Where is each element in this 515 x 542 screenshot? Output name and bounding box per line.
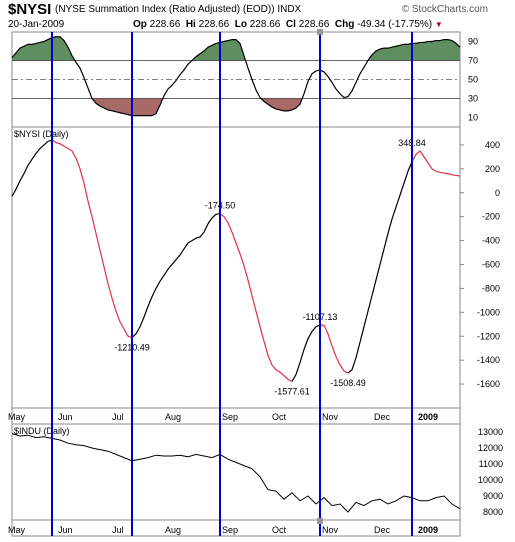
month-label: 2009 xyxy=(418,525,438,535)
oscillator-line xyxy=(11,36,461,117)
quote-date: 20-Jan-2009 xyxy=(8,19,65,30)
x-axis-strip-bottom xyxy=(11,519,461,537)
month-label: Aug xyxy=(165,412,181,422)
month-label: Jul xyxy=(112,412,124,422)
month-label: Jul xyxy=(112,525,124,535)
marker-handle-bottom xyxy=(317,518,323,524)
indu-tick-label: 8000 xyxy=(483,507,503,517)
symbol-description: (NYSE Summation Index (Ratio Adjusted) (… xyxy=(55,4,302,15)
annotation-label: -1577.61 xyxy=(274,386,310,396)
indu-line xyxy=(11,433,461,513)
osc-tick-label: 70 xyxy=(468,56,478,66)
indu-tick-label: 11000 xyxy=(479,459,503,469)
month-label: 2009 xyxy=(418,412,438,422)
x-axis-strip-main xyxy=(11,407,461,425)
indu-tick-label: 13000 xyxy=(478,427,503,437)
symbol-title: $NYSI xyxy=(8,1,52,18)
month-label: May xyxy=(8,412,26,422)
nysi-tick-label: 0 xyxy=(495,188,500,198)
annotation-bg xyxy=(268,385,316,397)
nysi-tick-label: -800 xyxy=(482,283,500,293)
month-label: Sep xyxy=(222,525,238,535)
month-label: Nov xyxy=(322,525,339,535)
quote-values: Op 228.66 Hi 228.66 Lo 228.66 Cl 228.66 … xyxy=(133,19,443,30)
nysi-line-segment xyxy=(411,150,461,177)
panel-label-indu: $INDU (Daily) xyxy=(14,426,70,436)
oversold-fill xyxy=(12,98,460,116)
panel-frame-2 xyxy=(11,423,461,521)
osc-tick-label: 90 xyxy=(468,37,478,47)
nysi-line-segment xyxy=(51,139,133,339)
annotation-label: -1508.49 xyxy=(330,378,366,388)
nysi-tick-label: -600 xyxy=(482,260,500,270)
month-label: Sep xyxy=(222,412,238,422)
change-down-icon: ▼ xyxy=(434,20,443,29)
indu-tick-label: 10000 xyxy=(478,475,503,485)
nysi-tick-label: -1400 xyxy=(477,355,500,365)
nysi-tick-label: -1600 xyxy=(477,379,500,389)
month-label: May xyxy=(8,525,26,535)
month-label: Oct xyxy=(272,412,287,422)
nysi-tick-label: -400 xyxy=(482,236,500,246)
panel-frame-1 xyxy=(11,126,461,409)
nysi-line-segment xyxy=(291,324,321,382)
overbought-fill xyxy=(12,36,460,61)
osc-tick-label: 50 xyxy=(468,75,478,85)
month-label: Jun xyxy=(58,412,73,422)
month-label: Nov xyxy=(322,412,339,422)
osc-tick-label: 30 xyxy=(468,94,478,104)
nysi-tick-label: -200 xyxy=(482,212,500,222)
annotation-bg xyxy=(324,377,372,389)
nysi-tick-label: -1200 xyxy=(477,331,500,341)
nysi-line-segment xyxy=(131,213,221,339)
nysi-tick-label: -1000 xyxy=(477,307,500,317)
panel-label-nysi: $NYSI (Daily) xyxy=(14,129,69,139)
chart-header: $NYSI (NYSE Summation Index (Ratio Adjus… xyxy=(0,0,515,32)
month-label: Aug xyxy=(165,525,181,535)
osc-tick-label: 10 xyxy=(468,113,478,123)
month-label: Jun xyxy=(58,525,73,535)
brand-credit: © StockCharts.com xyxy=(401,4,488,15)
month-label: Oct xyxy=(272,525,287,535)
nysi-line-segment xyxy=(319,324,349,374)
nysi-line-segment xyxy=(347,161,413,374)
marker-handle-top xyxy=(317,29,323,35)
indu-tick-label: 9000 xyxy=(483,491,503,501)
nysi-line-segment xyxy=(11,139,53,197)
month-label: Dec xyxy=(374,412,391,422)
nysi-line-segment xyxy=(219,213,293,382)
nysi-tick-label: 400 xyxy=(485,140,500,150)
nysi-tick-label: 200 xyxy=(485,164,500,174)
indu-tick-label: 12000 xyxy=(478,443,503,453)
month-label: Dec xyxy=(374,525,391,535)
